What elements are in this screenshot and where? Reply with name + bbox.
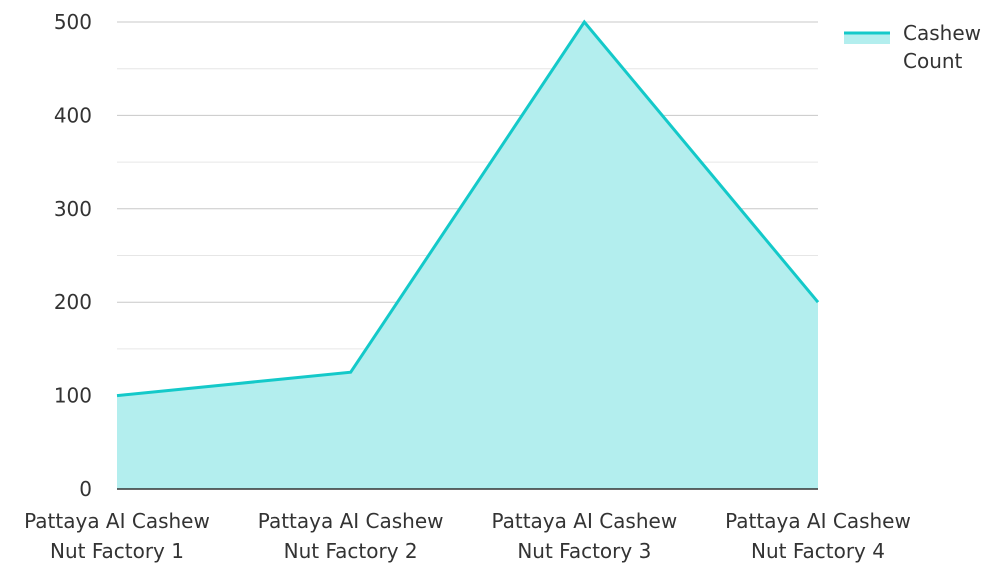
x-category-label-2: Pattaya AI Cashew Nut Factory 2 — [258, 509, 444, 563]
y-tick-label: 500 — [54, 10, 92, 34]
legend-swatch-fill — [844, 33, 890, 44]
x-category-label-1: Pattaya AI Cashew Nut Factory 1 — [24, 509, 210, 563]
legend: Cashew Count — [844, 21, 981, 73]
series-area-layer — [116, 19, 820, 489]
x-category-label-4: Pattaya AI Cashew Nut Factory 4 — [725, 509, 911, 563]
y-axis-tick-labels: 0 100 200 300 400 500 — [54, 10, 92, 501]
y-tick-label: 200 — [54, 290, 92, 314]
y-tick-label: 300 — [54, 197, 92, 221]
y-tick-label: 100 — [54, 384, 92, 408]
y-tick-label: 400 — [54, 103, 92, 127]
series-area-fill — [117, 22, 818, 489]
x-category-label-3: Pattaya AI Cashew Nut Factory 3 — [491, 509, 677, 563]
x-axis-category-labels: Pattaya AI Cashew Nut Factory 1 Pattaya AI… — [24, 509, 911, 563]
y-tick-label: 0 — [79, 477, 92, 501]
series-line — [116, 19, 820, 398]
legend-label: Cashew Count — [903, 21, 981, 73]
